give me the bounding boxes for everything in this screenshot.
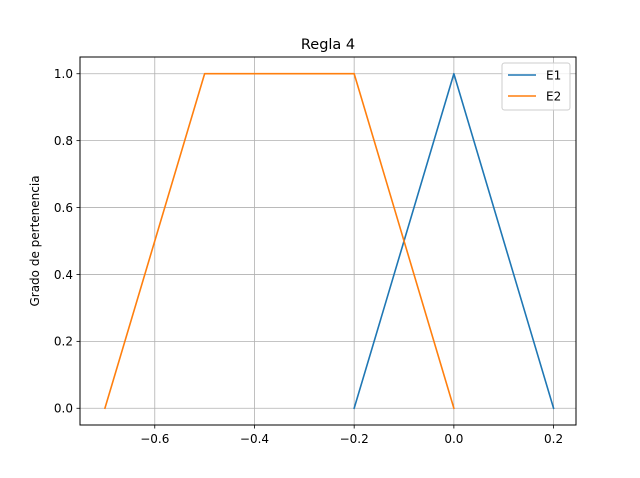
y-axis-label: Grado de pertenencia: [28, 175, 42, 306]
plot-frame: [79, 56, 577, 426]
x-tick-label: 0.2: [544, 432, 563, 446]
y-tick-label: 0.0: [54, 402, 73, 416]
grid: [80, 57, 576, 425]
legend-label-e1: E1: [546, 68, 561, 82]
series-line-e2: [103, 72, 455, 410]
x-tick-label: −0.4: [240, 432, 269, 446]
x-tick-label: 0.0: [444, 432, 463, 446]
plot-series: [103, 72, 555, 410]
legend-label-e2: E2: [546, 89, 561, 103]
legend: E1 E2: [501, 62, 571, 111]
y-tick-label: 0.4: [54, 268, 73, 282]
axis-ticks: −0.6 −0.4 −0.2 0.0 0.2 0.0 0.2 0.4 0.6 0.8 1.0: [54, 67, 563, 446]
series-line-e1: [353, 72, 555, 410]
y-tick-label: 1.0: [54, 67, 73, 81]
x-tick-label: −0.2: [340, 432, 369, 446]
y-tick-label: 0.8: [54, 134, 73, 148]
chart-title: Regla 4: [301, 37, 355, 53]
y-tick-label: 0.2: [54, 335, 73, 349]
y-tick-label: 0.6: [54, 201, 73, 215]
x-tick-label: −0.6: [140, 432, 169, 446]
